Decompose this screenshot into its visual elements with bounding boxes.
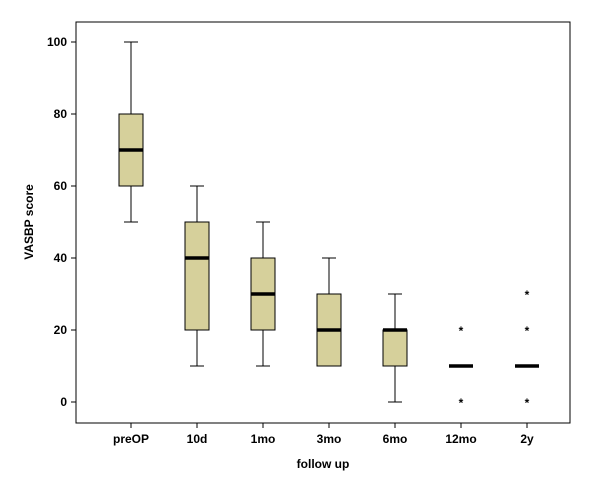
boxes-layer: ***** [118,41,539,410]
y-tick-label: 0 [60,395,67,409]
outlier-marker: * [525,288,530,302]
x-tick-label: 10d [187,432,208,446]
outlier-marker: * [459,324,464,338]
box-10d [184,185,210,367]
box-3mo [316,257,342,367]
iqr-box [184,221,210,331]
x-tick-label: 3mo [317,432,342,446]
outlier-marker: * [525,324,530,338]
y-axis: 0 20 40 60 80 100 [47,35,76,409]
x-tick-label: 12mo [445,432,476,446]
y-tick-label: 20 [54,323,68,337]
box-1mo [250,221,276,367]
y-tick-label: 60 [54,179,68,193]
x-tick-label: preOP [113,432,149,446]
y-tick-label: 100 [47,35,67,49]
outlier-marker: * [525,396,530,410]
x-tick-label: 1mo [251,432,276,446]
x-tick-label: 6mo [383,432,408,446]
box-preOP [118,41,144,223]
y-tick-label: 40 [54,251,68,265]
box-2y: * * * [515,288,539,410]
y-axis-label: VASBP score [22,184,36,260]
y-tick-label: 80 [54,107,68,121]
box-12mo: ** [449,324,473,410]
iqr-box [382,329,408,367]
x-axis-label: follow up [297,457,350,471]
box-6mo [382,293,408,403]
x-tick-label: 2y [520,432,534,446]
outlier-marker: * [459,396,464,410]
x-axis: preOP 10d 1mo 3mo 6mo 12mo 2y [113,423,534,446]
